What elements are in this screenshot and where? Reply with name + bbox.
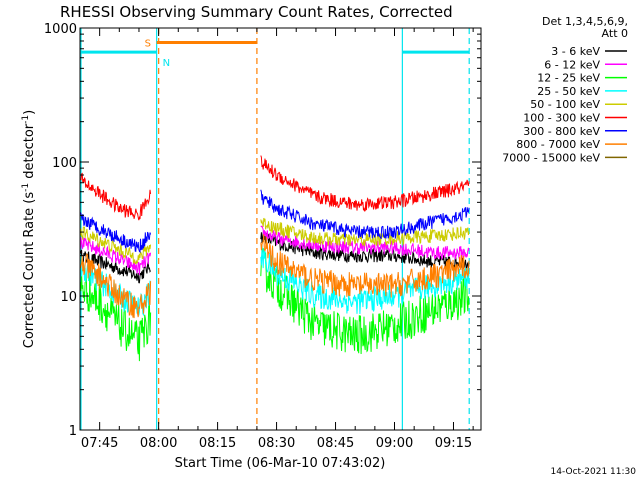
x-tick-label: 09:00 (376, 436, 413, 451)
y-tick-label: 10 (60, 290, 77, 305)
y-axis-label-mid: detector (22, 123, 37, 183)
legend-label: 100 - 300 keV (523, 112, 600, 125)
x-tick-label: 08:45 (317, 436, 354, 451)
series-lines (79, 155, 470, 362)
footer-date: 14-Oct-2021 11:30 (551, 467, 637, 477)
legend-label: 7000 - 15000 keV (502, 151, 600, 164)
flag-intervals: SN (80, 28, 470, 430)
series-line-7 (260, 189, 470, 240)
series-line-5 (260, 217, 470, 247)
plot-frame (79, 27, 482, 431)
legend-label: 25 - 50 keV (537, 85, 600, 98)
series-line-6 (260, 155, 470, 212)
legend-label: 50 - 100 keV (530, 98, 600, 111)
y-axis-label: Corrected Count Rate (s-1 detector-1) (21, 110, 37, 348)
x-axis-label: Start Time (06-Mar-10 07:43:02) (175, 456, 386, 471)
legend-label: 300 - 800 keV (523, 125, 600, 138)
y-tick-label: 1000 (44, 22, 77, 37)
series-line-3 (79, 274, 152, 362)
x-axis-ticks: 07:45 08:00 08:15 08:30 08:45 09:00 09:15 (79, 28, 474, 451)
chart-title: RHESSI Observing Summary Count Rates, Co… (60, 3, 453, 21)
x-tick-label: 08:00 (140, 436, 177, 451)
y-axis-label-exp-1: -1 (21, 183, 31, 192)
legend-label: 3 - 6 keV (551, 45, 600, 58)
legend-label: 800 - 7000 keV (516, 138, 600, 151)
series-line-3 (260, 248, 470, 355)
legend-header-line-1: Det 1,3,4,5,6,9, (542, 15, 628, 28)
night-flag-label: N (163, 58, 170, 69)
legend-label: 12 - 25 keV (537, 72, 600, 85)
saa-flag-label: S (145, 38, 151, 49)
series-line-5 (79, 226, 152, 265)
series-line-8 (260, 234, 470, 298)
y-axis-ticks: 1 10 100 1000 (44, 22, 481, 439)
y-axis-label-exp-2: -1 (21, 115, 31, 124)
series-line-2 (79, 237, 152, 276)
x-tick-label: 08:30 (258, 436, 295, 451)
x-tick-label: 09:15 (435, 436, 472, 451)
y-tick-label: 100 (52, 156, 77, 171)
legend-label: 6 - 12 keV (544, 58, 600, 71)
legend-header-line-2: Att 0 (602, 27, 628, 40)
series-line-4 (260, 244, 470, 315)
x-tick-label: 08:15 (199, 436, 236, 451)
x-tick-label: 07:45 (81, 436, 118, 451)
y-tick-label: 1 (69, 424, 77, 439)
series-line-7 (79, 212, 152, 254)
y-axis-label-base: Corrected Count Rate (s (22, 192, 37, 349)
series-line-1 (79, 249, 152, 284)
y-axis-label-end: ) (22, 110, 37, 115)
series-line-6 (80, 172, 152, 221)
series-line-8 (79, 253, 152, 319)
